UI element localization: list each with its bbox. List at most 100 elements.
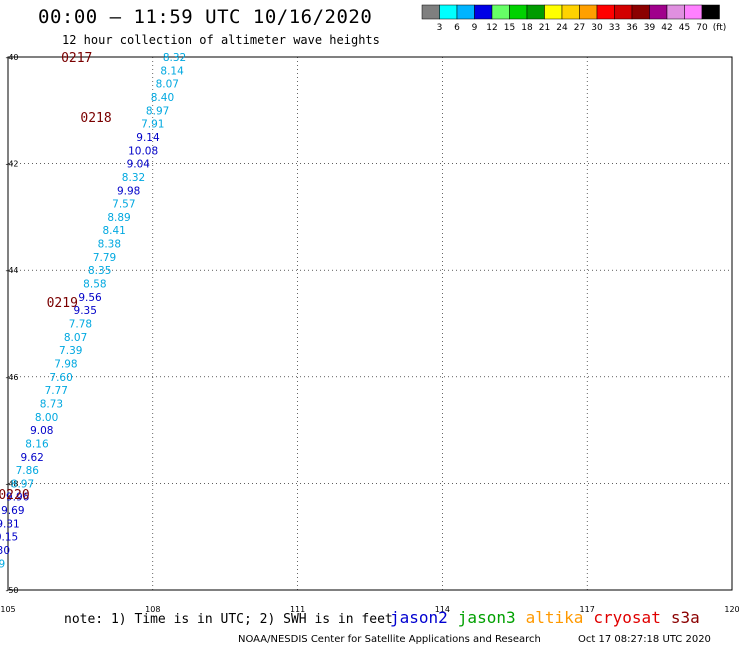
swh-point: 7.98 <box>54 358 77 370</box>
swh-point: 9.04 <box>127 159 151 171</box>
pass-time-label: 0219 <box>47 296 78 311</box>
swh-point: 8.07 <box>64 332 87 344</box>
colorbar-label: 36 <box>626 23 638 33</box>
swh-point: 8.38 <box>98 239 121 251</box>
swh-point: 7.60 <box>49 372 72 384</box>
colorbar-label: 70 <box>696 23 708 33</box>
swh-point: 10.08 <box>128 145 158 157</box>
colorbar-swatch <box>666 4 685 20</box>
swh-point: 8.35 <box>88 265 111 277</box>
x-tick-label: 117 <box>580 605 595 614</box>
colorbar-swatch <box>439 4 458 20</box>
swh-point: 7.78 <box>69 319 92 331</box>
swh-point: 7.79 <box>93 252 116 264</box>
x-tick-label: 108 <box>145 605 160 614</box>
y-tick-label: -46 <box>5 373 18 382</box>
swh-point: 9.35 <box>74 305 97 317</box>
y-tick-label: -50 <box>5 586 18 595</box>
x-tick-label: 114 <box>435 605 450 614</box>
colorbar-swatch <box>491 4 510 20</box>
pass-time-label: 0218 <box>80 111 111 126</box>
swh-point: 9.56 <box>78 292 102 304</box>
swh-point: 8.89 <box>0 558 5 570</box>
swh-point: 8.41 <box>102 225 125 237</box>
legend-altika: altika <box>525 608 584 627</box>
colorbar-swatch <box>701 4 720 20</box>
swh-point: 9.08 <box>30 425 53 437</box>
swh-point: 9.69 <box>1 505 24 517</box>
swh-point: 8.00 <box>35 412 58 424</box>
y-tick-label: -44 <box>5 266 18 275</box>
colorbar-swatch <box>649 4 668 20</box>
swh-point: 8.89 <box>107 212 130 224</box>
swh-point: 8.97 <box>146 105 169 117</box>
swh-point: 9.96 <box>6 492 30 504</box>
units-note: note: 1) Time is in UTC; 2) SWH is in fe… <box>64 612 393 627</box>
legend-s3a: s3a <box>670 608 700 627</box>
satellite-legend: jason2 jason3 altika cryosat s3a <box>390 608 710 627</box>
swh-point: 9.62 <box>20 452 43 464</box>
colorbar-label: 18 <box>521 23 533 33</box>
y-tick-label: -48 <box>5 479 18 488</box>
colorbar-swatch <box>421 4 440 20</box>
colorbar-swatch <box>614 4 633 20</box>
swh-point: 8.32 <box>122 172 145 184</box>
colorbar-label: 15 <box>504 23 515 33</box>
colorbar-label: 30 <box>591 23 603 33</box>
colorbar-swatch <box>631 4 650 20</box>
colorbar-swatch <box>456 4 475 20</box>
colorbar-swatch <box>474 4 493 20</box>
swh-point: 8.07 <box>156 79 179 91</box>
colorbar-swatch <box>544 4 563 20</box>
plot-frame <box>7 56 733 591</box>
swh-point: 8.40 <box>151 92 174 104</box>
swh-point: 7.86 <box>16 465 40 477</box>
swh-point: 8.14 <box>160 65 184 77</box>
colorbar-label: 3 <box>437 23 443 33</box>
swh-point: 7.39 <box>59 345 82 357</box>
swh-point: 9.31 <box>0 518 20 530</box>
y-tick-label: -40 <box>5 53 18 62</box>
colorbar-swatch <box>579 4 598 20</box>
swh-point: 7.77 <box>45 385 68 397</box>
swh-point: 8.16 <box>25 438 49 450</box>
swh-point: 9.98 <box>117 185 140 197</box>
colorbar-label: 24 <box>556 23 568 33</box>
chart-title: 00:00 – 11:59 UTC 10/16/2020 <box>38 6 373 28</box>
colorbar-swatch <box>561 4 580 20</box>
swh-point: 10.15 <box>0 532 18 544</box>
pass-time-label: 0217 <box>61 51 92 66</box>
generated-timestamp: Oct 17 08:27:18 UTC 2020 <box>578 634 711 645</box>
pass-time-label: 0220 <box>0 488 30 503</box>
swh-point: 9.14 <box>136 132 160 144</box>
swh-point: 8.97 <box>11 478 34 490</box>
credit-text: NOAA/NESDIS Center for Satellite Applica… <box>238 634 541 645</box>
chart-subtitle: 12 hour collection of altimeter wave hei… <box>62 33 380 47</box>
colorbar-swatch <box>596 4 615 20</box>
colorbar-label: 9 <box>472 23 478 33</box>
colorbar-label: 42 <box>661 23 672 33</box>
x-tick-label: 111 <box>290 605 305 614</box>
colorbar-swatch <box>684 4 703 20</box>
swh-point: 7.57 <box>112 199 135 211</box>
colorbar-label: 27 <box>574 23 585 33</box>
colorbar-swatch <box>526 4 545 20</box>
x-tick-label: 105 <box>0 605 15 614</box>
y-tick-label: -42 <box>5 160 18 169</box>
swh-point: 8.73 <box>40 398 63 410</box>
colorbar-label: 39 <box>644 23 656 33</box>
colorbar-label: 21 <box>539 23 550 33</box>
colorbar-label: 33 <box>609 23 620 33</box>
legend-jason2: jason2 <box>390 608 448 627</box>
swh-point: 9.30 <box>0 545 10 557</box>
colorbar-label: (ft) <box>713 23 727 33</box>
swh-point: 7.91 <box>141 119 164 131</box>
colorbar-swatch <box>509 4 528 20</box>
legend-cryosat: cryosat <box>593 608 661 627</box>
swh-point: 8.58 <box>83 279 106 291</box>
x-tick-label: 120 <box>724 605 739 614</box>
colorbar-label: 6 <box>454 23 460 33</box>
colorbar-label: 45 <box>679 23 690 33</box>
legend-jason3: jason3 <box>457 608 516 627</box>
